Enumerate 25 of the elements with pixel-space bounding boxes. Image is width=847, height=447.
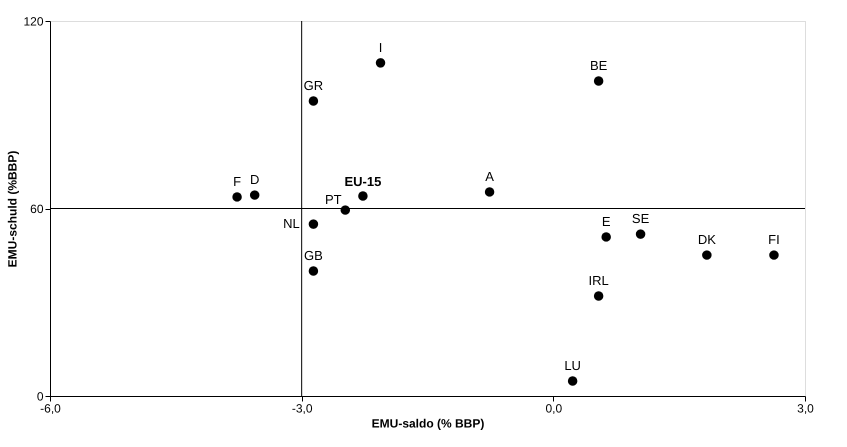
annotation: DK xyxy=(698,232,716,248)
annotation: LU xyxy=(564,358,581,373)
x-tick-label: 3,0 xyxy=(797,402,814,416)
annotation: SE xyxy=(632,211,650,226)
x-tick-label: -6,0 xyxy=(40,402,62,416)
annotation: PT xyxy=(324,192,342,208)
annotation: A xyxy=(485,168,494,184)
y-tick-label: 120 xyxy=(23,14,44,28)
annotation: FI xyxy=(768,232,780,248)
annotation: E xyxy=(602,214,611,229)
annotation: EU-15 xyxy=(344,174,382,189)
y-axis-title: EMU-schuld (%BBP) xyxy=(5,150,20,268)
y-tick-label: 60 xyxy=(30,202,44,216)
y-tick-label: 0 xyxy=(36,390,44,404)
annotation: I xyxy=(378,40,382,55)
x-axis-title: EMU-saldo (% BBP) xyxy=(372,416,484,430)
x-tick-label: 0,0 xyxy=(545,402,562,416)
annotation: GR xyxy=(304,78,324,93)
annotation: NL xyxy=(283,216,300,232)
x-tick-label: -3,0 xyxy=(292,402,313,416)
annotation: D xyxy=(250,172,260,188)
annotation: BE xyxy=(590,58,608,73)
annotation: F xyxy=(233,174,242,189)
annotation: GB xyxy=(304,248,323,263)
annotation: IRL xyxy=(588,273,609,288)
